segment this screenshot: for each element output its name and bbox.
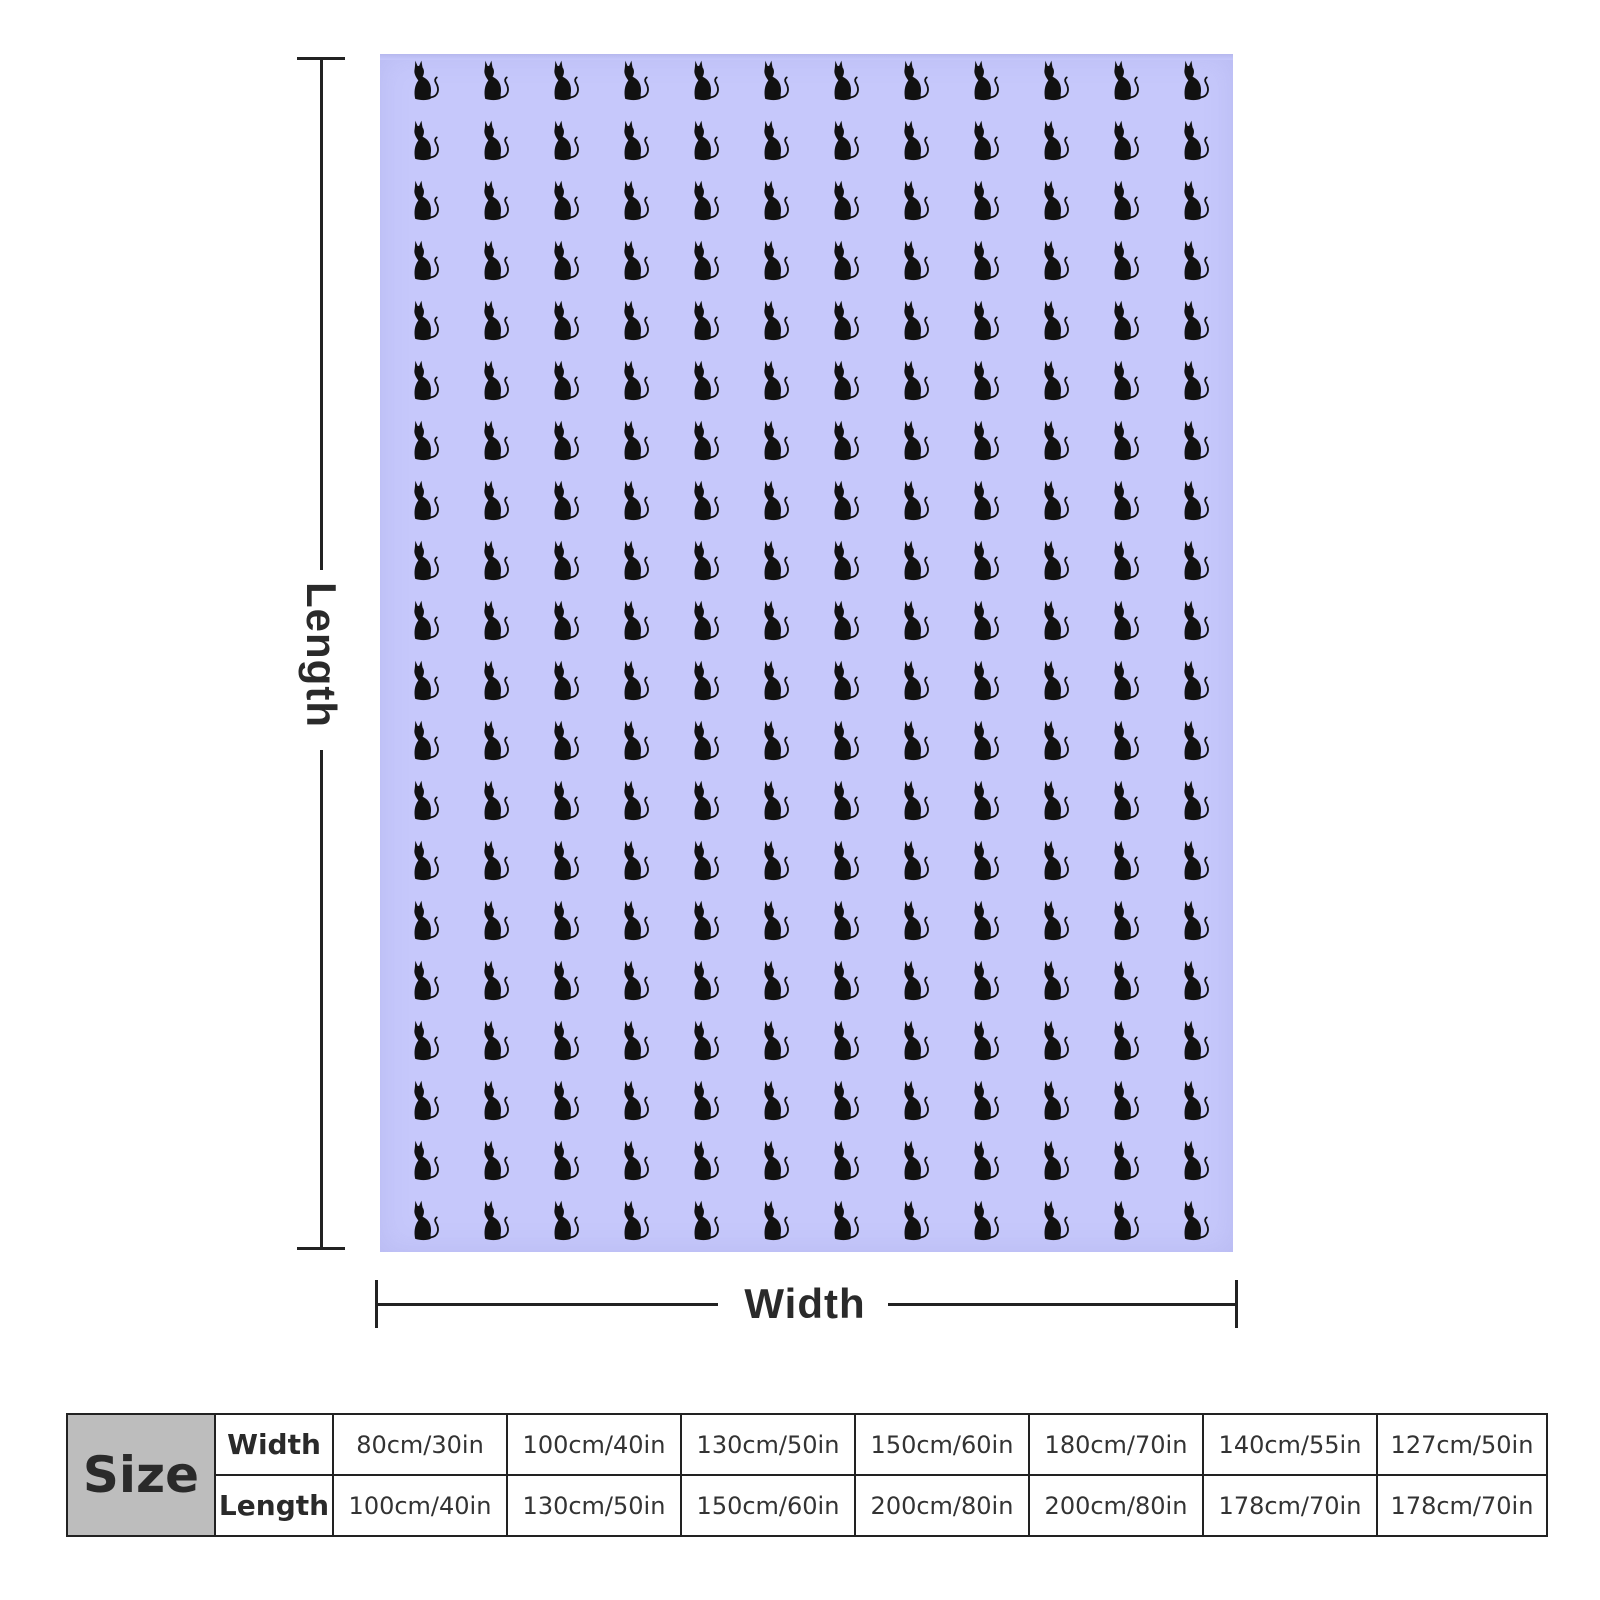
length-cell: 150cm/60in [680,1474,856,1537]
length-cell: 200cm/80in [1028,1474,1204,1537]
width-right-cap [1235,1280,1238,1328]
length-row-label: Length [214,1474,334,1537]
length-cell: 100cm/40in [332,1474,508,1537]
width-cell: 130cm/50in [680,1413,856,1476]
width-cell: 180cm/70in [1028,1413,1204,1476]
length-cell: 130cm/50in [506,1474,682,1537]
width-label: Width [744,1280,866,1327]
width-line-left [376,1303,718,1306]
width-row-label: Width [214,1413,334,1476]
length-bottom-cap [297,1247,345,1250]
width-line-right [888,1303,1236,1306]
cat-pattern [380,54,1233,1252]
width-cell: 140cm/55in [1202,1413,1378,1476]
length-cell: 178cm/70in [1202,1474,1378,1537]
length-line-top [320,58,323,570]
width-cell: 80cm/30in [332,1413,508,1476]
width-cell: 150cm/60in [854,1413,1030,1476]
product-image [380,54,1233,1252]
length-cell: 178cm/70in [1376,1474,1548,1537]
size-table-length-row: Length 100cm/40in 130cm/50in 150cm/60in … [67,1474,1548,1537]
width-cell: 100cm/40in [506,1413,682,1476]
blanket-top-fold [380,54,1233,60]
size-header: Size [66,1413,216,1537]
length-label: Length [298,582,345,728]
size-table: Size Width 80cm/30in 100cm/40in 130cm/50… [66,1413,1548,1537]
size-table-width-row: Size Width 80cm/30in 100cm/40in 130cm/50… [66,1413,1548,1537]
length-line-bottom [320,750,323,1248]
width-cell: 127cm/50in [1376,1413,1548,1476]
length-cell: 200cm/80in [854,1474,1030,1537]
